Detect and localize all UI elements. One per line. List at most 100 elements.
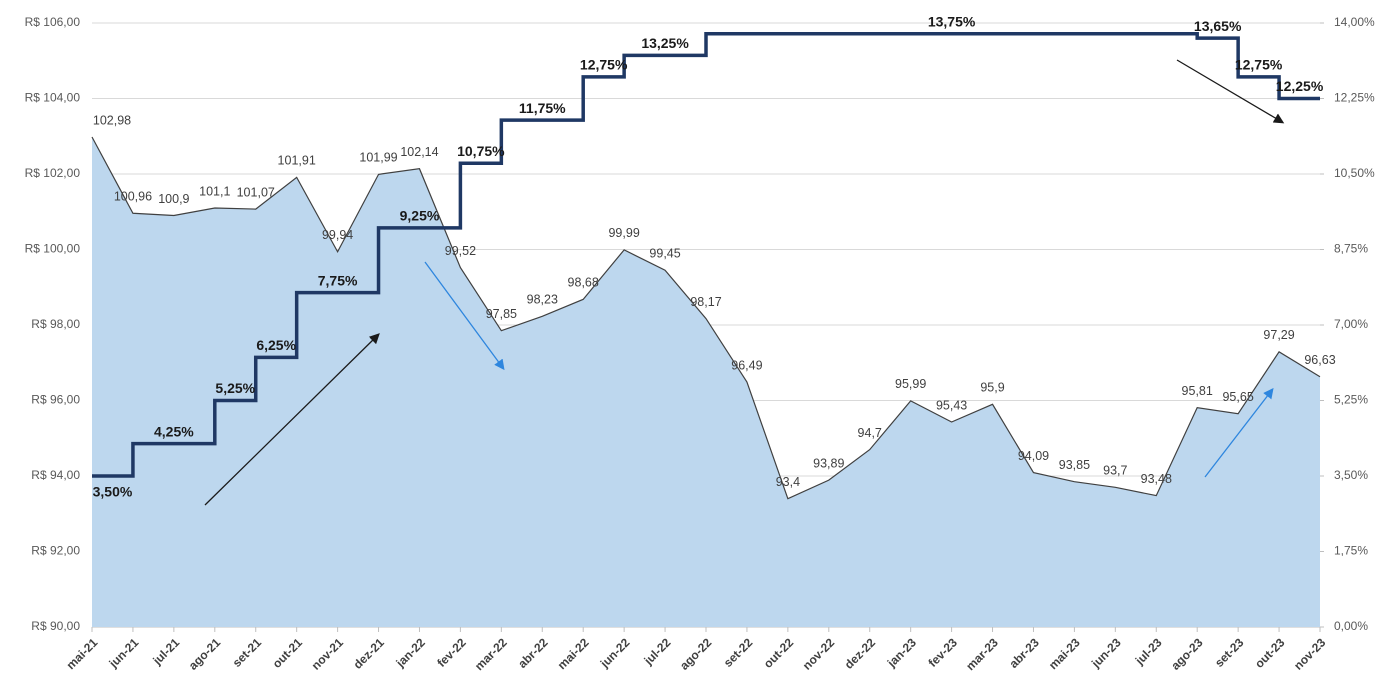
x-tick-label: nov-21 bbox=[309, 635, 346, 672]
data-label: 102,98 bbox=[93, 113, 131, 127]
data-label: 101,07 bbox=[237, 185, 275, 199]
y-tick-label: R$ 102,00 bbox=[25, 166, 81, 180]
step-line bbox=[92, 32, 1320, 478]
data-label: 95,43 bbox=[936, 398, 967, 412]
step-label: 4,25% bbox=[154, 423, 194, 439]
x-tick-label: ago-22 bbox=[677, 635, 714, 672]
step-label: 12,75% bbox=[580, 57, 628, 73]
step-label: 12,75% bbox=[1235, 57, 1283, 73]
x-tick-label: mai-23 bbox=[1046, 635, 1083, 672]
y2-tick-label: 1,75% bbox=[1334, 544, 1368, 558]
x-tick-label: nov-22 bbox=[800, 635, 837, 672]
step-label: 9,25% bbox=[400, 208, 440, 224]
step-label: 7,75% bbox=[318, 272, 358, 288]
y2-tick-label: 0,00% bbox=[1334, 619, 1368, 633]
trend-arrow bbox=[424, 261, 505, 371]
data-label: 95,81 bbox=[1182, 384, 1213, 398]
data-label: 99,52 bbox=[445, 244, 476, 258]
y2-tick-label: 10,50% bbox=[1334, 166, 1375, 180]
step-label: 13,75% bbox=[928, 13, 976, 29]
y-tick-label: R$ 94,00 bbox=[31, 468, 80, 482]
x-tick-label: jun-22 bbox=[597, 635, 633, 671]
step-label: 3,50% bbox=[93, 484, 133, 500]
x-tick-label: fev-23 bbox=[926, 635, 961, 670]
data-label: 95,9 bbox=[980, 381, 1004, 395]
y2-tick-label: 8,75% bbox=[1334, 242, 1368, 256]
x-tick-label: nov-23 bbox=[1291, 635, 1328, 672]
area-outline bbox=[91, 136, 1321, 500]
y-tick-label: R$ 98,00 bbox=[31, 317, 80, 331]
step-label: 12,25% bbox=[1276, 78, 1324, 94]
x-tick-label: jul-23 bbox=[1132, 635, 1165, 668]
x-tick-label: dez-22 bbox=[842, 635, 879, 672]
y-tick-label: R$ 92,00 bbox=[31, 544, 80, 558]
trend-arrow bbox=[1176, 59, 1285, 124]
data-label: 93,7 bbox=[1103, 464, 1127, 478]
data-label: 98,23 bbox=[527, 293, 558, 307]
data-label: 98,68 bbox=[568, 276, 599, 290]
y-tick-label: R$ 100,00 bbox=[25, 242, 81, 256]
data-label: 96,49 bbox=[731, 358, 762, 372]
data-label: 101,1 bbox=[199, 184, 230, 198]
data-label: 93,48 bbox=[1141, 472, 1172, 486]
x-tick-label: mai-21 bbox=[64, 635, 101, 672]
y2-tick-label: 12,25% bbox=[1334, 91, 1375, 105]
x-tick-label: set-21 bbox=[230, 635, 265, 670]
trend-arrow bbox=[1204, 387, 1274, 478]
x-tick-label: fev-22 bbox=[434, 635, 469, 670]
step-label: 11,75% bbox=[519, 100, 566, 116]
data-label: 101,91 bbox=[278, 154, 316, 168]
y2-tick-label: 7,00% bbox=[1334, 317, 1368, 331]
x-tick-label: out-21 bbox=[270, 635, 306, 671]
y-tick-label: R$ 106,00 bbox=[25, 15, 81, 29]
y-tick-label: R$ 96,00 bbox=[31, 393, 80, 407]
data-label: 93,4 bbox=[776, 475, 800, 489]
x-tick-label: abr-22 bbox=[515, 635, 551, 671]
y2-tick-label: 14,00% bbox=[1334, 15, 1375, 29]
data-label: 99,94 bbox=[322, 228, 353, 242]
data-label: 97,29 bbox=[1263, 328, 1294, 342]
data-label: 99,99 bbox=[608, 226, 639, 240]
trend-arrow bbox=[204, 333, 380, 506]
x-tick-label: mar-22 bbox=[472, 635, 510, 673]
x-tick-label: set-23 bbox=[1212, 635, 1247, 670]
x-tick-label: out-22 bbox=[761, 635, 797, 671]
x-tick-label: mai-22 bbox=[555, 635, 592, 672]
data-label: 99,45 bbox=[649, 247, 680, 261]
data-label: 96,63 bbox=[1304, 353, 1335, 367]
data-label: 93,85 bbox=[1059, 458, 1090, 472]
data-label: 93,89 bbox=[813, 456, 844, 470]
x-tick-label: jan-23 bbox=[884, 635, 919, 670]
data-label: 97,85 bbox=[486, 307, 517, 321]
x-tick-label: jul-21 bbox=[149, 635, 182, 668]
data-label: 94,7 bbox=[858, 426, 882, 440]
y2-tick-label: 3,50% bbox=[1334, 468, 1368, 482]
x-tick-label: jun-23 bbox=[1088, 635, 1124, 671]
x-tick-label: jun-21 bbox=[106, 635, 142, 671]
x-tick-label: out-23 bbox=[1252, 635, 1288, 671]
step-label: 5,25% bbox=[215, 380, 255, 396]
y-tick-label: R$ 104,00 bbox=[25, 91, 81, 105]
x-tick-label: ago-21 bbox=[186, 635, 223, 672]
area bbox=[92, 137, 1320, 627]
data-label: 95,65 bbox=[1222, 390, 1253, 404]
x-tick-label: ago-23 bbox=[1168, 635, 1205, 672]
y-tick-label: R$ 90,00 bbox=[31, 619, 80, 633]
data-label: 98,17 bbox=[690, 295, 721, 309]
data-label: 100,96 bbox=[114, 190, 152, 204]
x-tick-label: jan-22 bbox=[393, 635, 428, 670]
step-label: 6,25% bbox=[256, 337, 296, 353]
x-tick-label: dez-21 bbox=[351, 635, 388, 672]
x-tick-label: mar-23 bbox=[963, 635, 1001, 673]
step-label: 10,75% bbox=[457, 143, 505, 159]
data-label: 102,14 bbox=[400, 145, 438, 159]
y2-tick-label: 5,25% bbox=[1334, 393, 1368, 407]
data-label: 94,09 bbox=[1018, 449, 1049, 463]
x-tick-label: abr-23 bbox=[1006, 635, 1042, 671]
x-tick-label: set-22 bbox=[721, 635, 756, 670]
data-label: 95,99 bbox=[895, 377, 926, 391]
step-label: 13,25% bbox=[641, 35, 689, 51]
step-label: 13,65% bbox=[1194, 18, 1242, 34]
data-label: 101,99 bbox=[359, 151, 397, 165]
